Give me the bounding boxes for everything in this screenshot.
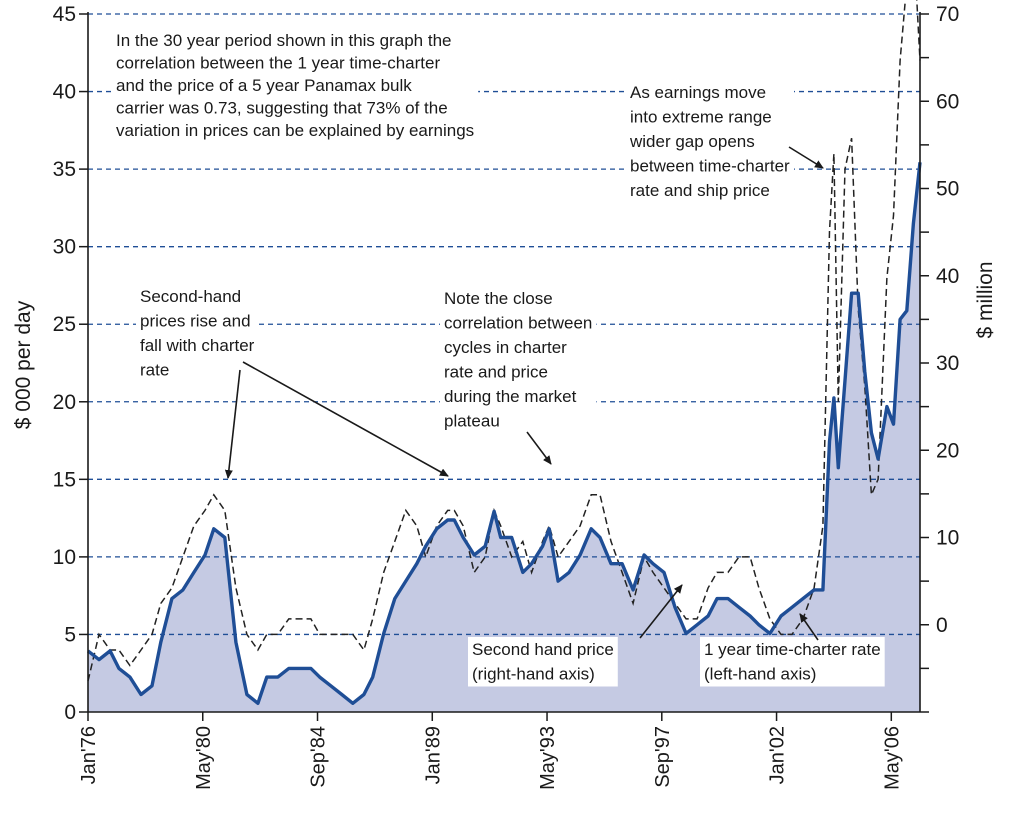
- annotation-arrow: [639, 584, 683, 639]
- series-lines: [86, 0, 922, 705]
- note-line: prices rise and: [140, 312, 251, 331]
- right-tick-label: 40: [936, 265, 959, 288]
- note-text: Second-hand prices rise and fall with char…: [140, 287, 255, 380]
- x-tick-label: May'06: [881, 726, 903, 790]
- x-tick-label: May'80: [193, 726, 215, 790]
- y-axis-right-title: $ million: [974, 261, 997, 338]
- annotation-arrow: [224, 369, 241, 479]
- right-tick-label: 70: [936, 3, 959, 26]
- right-tick-label: 0: [936, 614, 948, 637]
- note-line: (left-hand axis): [704, 665, 816, 684]
- left-tick-label: 30: [53, 236, 76, 259]
- note-text: As earnings move into extreme range wider …: [629, 83, 790, 200]
- note-correlation: In the 30 year period shown in this grap…: [112, 28, 479, 143]
- note-line: (right-hand axis): [472, 665, 595, 684]
- note-background: [136, 284, 259, 383]
- x-tick-label: Sep'84: [308, 726, 330, 788]
- annotation-arrow: [242, 361, 449, 477]
- note-background: [468, 637, 618, 687]
- note-line: carrier was 0.73, suggesting that 73% of…: [116, 99, 448, 118]
- note-line: rate and ship price: [630, 181, 770, 200]
- left-tick-label: 25: [53, 313, 76, 336]
- note-close-correlation: Note the close correlation between cycles …: [440, 286, 597, 434]
- note-line: fall with charter: [140, 336, 255, 355]
- note-line: correlation between the 1 year time-char…: [116, 54, 440, 73]
- left-tick-label: 15: [53, 468, 76, 491]
- left-tick-label: 20: [53, 391, 76, 414]
- note-background: [700, 637, 885, 687]
- axes: 0 5 10 15 20 25 30 35 40 45 0 10 20 30 40 50 60 70 Jan'76 M…: [12, 3, 997, 790]
- right-tick-label: 30: [936, 352, 959, 375]
- x-tick-label: May'93: [537, 726, 559, 790]
- note-line: cycles in charter: [444, 338, 567, 357]
- note-line: variation in prices can be explained by …: [116, 121, 474, 140]
- x-tick-label: Jan'76: [78, 726, 100, 784]
- note-line: Note the close: [444, 289, 553, 308]
- note-text: In the 30 year period shown in this grap…: [116, 31, 474, 140]
- note-line: between time-charter: [630, 157, 790, 176]
- annotation-arrow: [788, 146, 824, 169]
- note-second-hand-price-legend: Second hand price (right-hand axis): [468, 637, 618, 687]
- left-tick-label: 35: [53, 158, 76, 181]
- y-axis-left-title: $ 000 per day: [12, 300, 35, 429]
- note-line: plateau: [444, 412, 500, 431]
- note-text: 1 year time-charter rate (left-hand axis): [704, 640, 881, 684]
- note-line: into extreme range: [630, 108, 772, 127]
- right-tick-label: 60: [936, 90, 959, 113]
- annotation-arrow: [526, 431, 552, 465]
- x-tick-label: Sep'97: [652, 726, 674, 788]
- note-line: Second-hand: [140, 287, 241, 306]
- left-tick-label: 0: [64, 701, 76, 724]
- x-tick-label: Jan'02: [767, 726, 789, 784]
- note-line: 1 year time-charter rate: [704, 640, 881, 659]
- note-charter-rate-legend: 1 year time-charter rate (left-hand axis): [700, 637, 885, 687]
- second-hand-price-line: [86, 162, 922, 705]
- x-tick-label: Jan'89: [422, 726, 444, 784]
- note-line: and the price of a 5 year Panamax bulk: [116, 76, 412, 95]
- left-tick-label: 40: [53, 81, 76, 104]
- note-text: Note the close correlation between cycles …: [444, 289, 592, 431]
- price-area-fill: [88, 162, 920, 713]
- left-tick-label: 5: [64, 623, 76, 646]
- note-background: [112, 28, 479, 143]
- note-line: correlation between: [444, 314, 592, 333]
- price-area-layer: [88, 162, 920, 713]
- note-line: rate and price: [444, 363, 548, 382]
- right-tick-label: 10: [936, 527, 959, 550]
- charter-rate-line: [87, 0, 921, 682]
- note-extreme-range: As earnings move into extreme range wider …: [625, 80, 795, 203]
- note-line: during the market: [444, 387, 577, 406]
- right-tick-label: 50: [936, 178, 959, 201]
- note-line: As earnings move: [630, 83, 766, 102]
- note-line: rate: [140, 361, 169, 380]
- annotations: In the 30 year period shown in this grap…: [112, 28, 885, 687]
- right-tick-label: 20: [936, 439, 959, 462]
- left-tick-label: 10: [53, 546, 76, 569]
- left-tick-label: 45: [53, 3, 76, 26]
- note-text: Second hand price (right-hand axis): [472, 640, 614, 684]
- annotation-arrow: [799, 613, 819, 641]
- note-background: [625, 80, 795, 203]
- note-line: In the 30 year period shown in this grap…: [116, 31, 452, 50]
- note-second-hand-prices: Second-hand prices rise and fall with char…: [136, 284, 259, 383]
- note-line: wider gap opens: [629, 132, 755, 151]
- note-line: Second hand price: [472, 640, 614, 659]
- note-background: [440, 286, 597, 434]
